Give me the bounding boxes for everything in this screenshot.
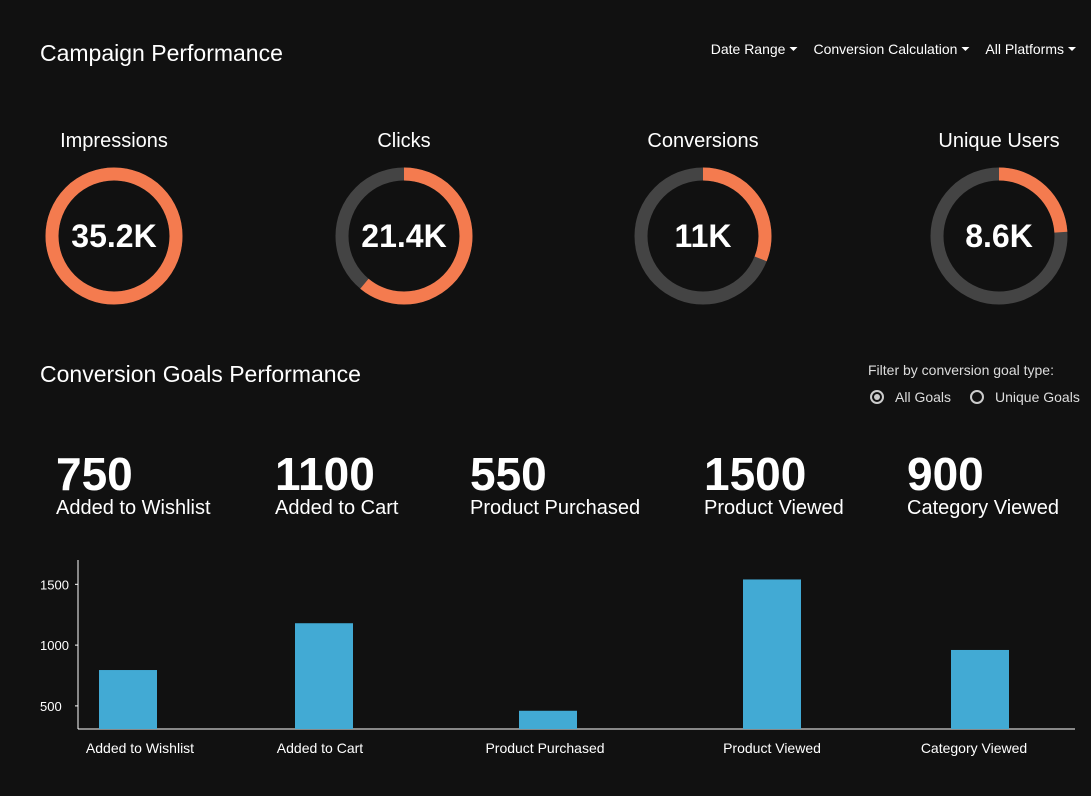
kpi-label: Unique Users bbox=[938, 130, 1059, 152]
kpi-value: 35.2K bbox=[71, 218, 156, 254]
filter-label: Filter by conversion goal type: bbox=[868, 362, 1054, 378]
bar bbox=[743, 579, 801, 729]
radio-label[interactable]: Unique Goals bbox=[995, 389, 1080, 405]
kpi-value: 11K bbox=[675, 218, 732, 254]
stat-value: 1500 bbox=[704, 448, 806, 500]
gauge-arc bbox=[335, 167, 473, 305]
bar bbox=[295, 623, 353, 729]
radio-button[interactable] bbox=[970, 390, 984, 404]
x-tick-label: Product Purchased bbox=[485, 740, 604, 756]
x-tick-label: Product Viewed bbox=[723, 740, 821, 756]
stat-value: 750 bbox=[56, 448, 133, 500]
section-title: Conversion Goals Performance bbox=[40, 361, 361, 387]
dropdown-caret bbox=[1068, 47, 1076, 51]
stat-value: 1100 bbox=[275, 448, 375, 500]
stat-value: 900 bbox=[907, 448, 984, 500]
kpi-label: Clicks bbox=[377, 130, 430, 152]
page-title: Campaign Performance bbox=[40, 40, 283, 66]
bar bbox=[99, 670, 157, 729]
dropdown-caret bbox=[961, 47, 970, 51]
stat-label: Added to Cart bbox=[275, 497, 399, 519]
dropdown-filter[interactable]: Conversion Calculation bbox=[813, 41, 957, 57]
radio-dot bbox=[874, 394, 880, 400]
bar bbox=[951, 649, 1009, 729]
kpi-value: 8.6K bbox=[965, 218, 1033, 254]
kpi-label: Impressions bbox=[60, 130, 168, 152]
x-tick-label: Added to Wishlist bbox=[86, 740, 194, 756]
gauge-arc bbox=[45, 167, 183, 305]
stat-label: Product Viewed bbox=[704, 497, 844, 519]
dropdown-filter[interactable]: Date Range bbox=[711, 41, 786, 57]
radio-button[interactable] bbox=[870, 390, 884, 404]
y-tick-label: 1500 bbox=[40, 577, 69, 592]
stat-label: Category Viewed bbox=[907, 497, 1059, 519]
stat-label: Added to Wishlist bbox=[56, 497, 211, 519]
bar bbox=[519, 710, 577, 729]
dropdown-filter[interactable]: All Platforms bbox=[985, 41, 1064, 57]
y-tick-label: 500 bbox=[40, 699, 62, 714]
gauge-arc bbox=[634, 167, 772, 305]
dropdown-caret bbox=[789, 47, 798, 51]
x-tick-label: Added to Cart bbox=[277, 740, 363, 756]
stat-value: 550 bbox=[470, 448, 547, 500]
y-tick-label: 1000 bbox=[40, 638, 69, 653]
x-tick-label: Category Viewed bbox=[921, 740, 1027, 756]
stat-label: Product Purchased bbox=[470, 497, 640, 519]
kpi-value: 21.4K bbox=[361, 218, 446, 254]
kpi-label: Conversions bbox=[647, 130, 758, 152]
radio-label[interactable]: All Goals bbox=[895, 389, 951, 405]
gauge-arc bbox=[930, 167, 1068, 305]
